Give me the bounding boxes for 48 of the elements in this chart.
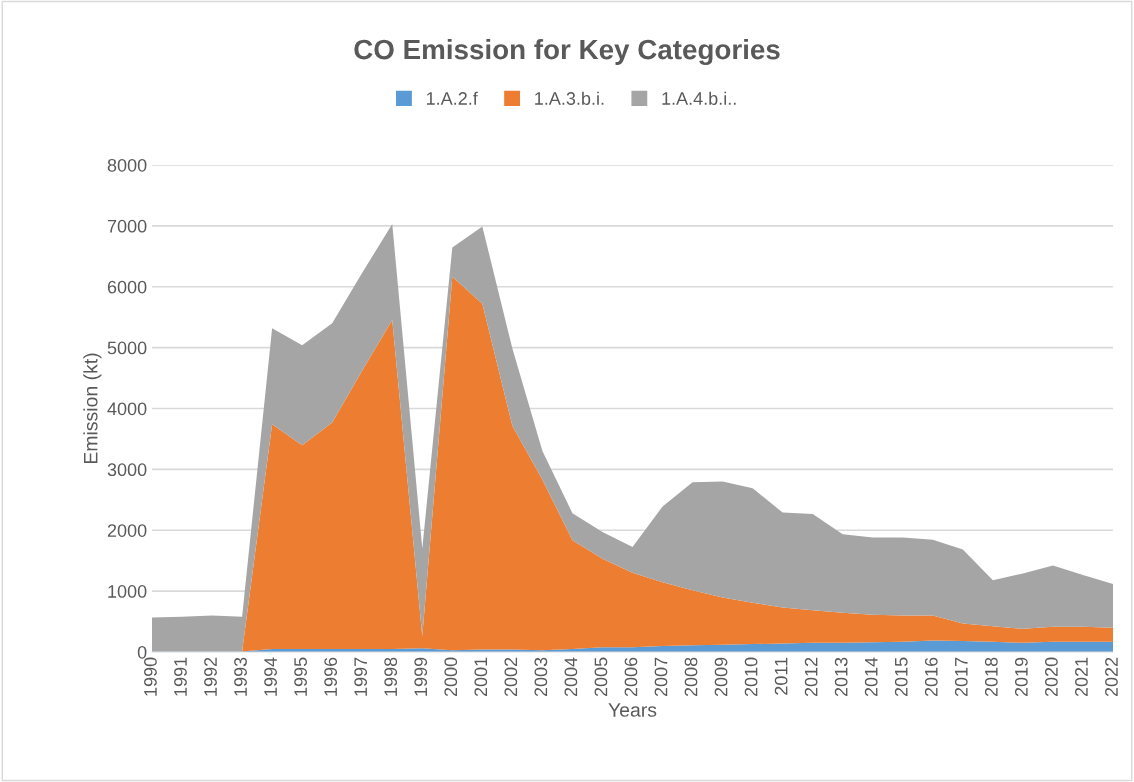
x-tick-label: 2004	[564, 657, 578, 697]
x-tick-label: 1998	[384, 657, 398, 696]
legend-label: 1.A.2.f	[426, 91, 478, 105]
y-tick-label: 6000	[107, 280, 147, 294]
y-axis-title: Emission (kt)	[83, 353, 102, 464]
x-tick-label: 2017	[954, 657, 968, 697]
x-tick-label: 2012	[804, 657, 818, 697]
x-tick-label: 2016	[924, 657, 938, 697]
x-tick-label: 1990	[144, 657, 157, 696]
x-tick-label: 2006	[624, 657, 638, 697]
x-tick-label: 1992	[204, 657, 217, 696]
x-axis-title: Years	[608, 703, 657, 717]
x-tick-label: 2015	[894, 657, 908, 697]
x-tick-label: 2007	[654, 657, 668, 697]
y-tick-label: 7000	[107, 219, 147, 233]
y-tick-label: 4000	[107, 402, 147, 416]
legend-label: 1.A.4.b.i..	[662, 91, 736, 105]
x-tick-label: 2002	[504, 657, 518, 697]
y-tick-label: 0	[137, 645, 147, 659]
x-tick-label: 1997	[354, 657, 368, 696]
x-tick-label: 2000	[444, 657, 458, 697]
y-tick-label: 2000	[107, 524, 147, 537]
x-tick-label: 1995	[294, 657, 307, 696]
x-tick-label: 2022	[1105, 657, 1118, 697]
x-tick-label: 2008	[684, 657, 698, 697]
x-tick-label: 2001	[474, 657, 488, 697]
x-tick-label: 1994	[264, 657, 277, 696]
y-tick-label: 8000	[107, 158, 147, 172]
x-tick-label: 2019	[1014, 657, 1028, 697]
x-tick-label: 2003	[534, 657, 548, 697]
x-tick-label: 1993	[234, 657, 247, 696]
legend-label: 1.A.3.b.i.	[535, 91, 604, 105]
x-tick-label: 2010	[744, 657, 758, 697]
x-tick-label: 2009	[714, 657, 728, 697]
x-tick-label: 1991	[174, 657, 187, 696]
chart-title: CO Emission for Key Categories	[354, 38, 780, 66]
x-tick-label: 2018	[984, 657, 998, 697]
y-tick-label: 1000	[108, 585, 147, 598]
x-tick-label: 2020	[1045, 657, 1058, 697]
x-tick-label: 2013	[834, 657, 848, 697]
y-tick-label: 5000	[107, 341, 147, 355]
x-tick-label: 2014	[864, 657, 878, 697]
x-tick-label: 2021	[1075, 657, 1088, 697]
y-tick-label: 3000	[107, 463, 147, 477]
x-tick-label: 1996	[324, 657, 338, 696]
x-tick-label: 2011	[774, 657, 788, 695]
x-tick-label: 1999	[414, 657, 428, 696]
x-tick-label: 2005	[594, 657, 608, 697]
